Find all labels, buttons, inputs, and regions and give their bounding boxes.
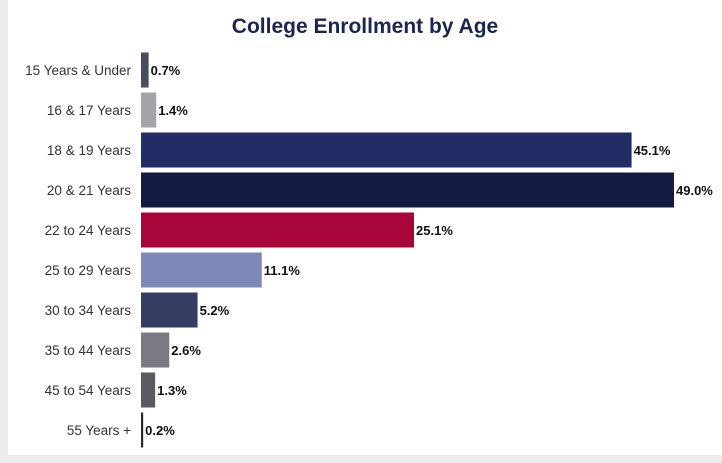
value-label: 45.1% <box>634 143 671 158</box>
category-label: 22 to 24 Years <box>45 223 132 238</box>
bar-8 <box>141 332 170 368</box>
bar-4 <box>141 172 674 208</box>
category-label: 25 to 29 Years <box>45 263 132 278</box>
category-label: 18 & 19 Years <box>47 143 131 158</box>
category-label: 35 to 44 Years <box>45 343 132 358</box>
value-label: 11.1% <box>264 263 301 278</box>
bar-5 <box>141 212 415 248</box>
value-label: 0.2% <box>145 423 175 438</box>
bar-6 <box>141 252 262 288</box>
value-label: 25.1% <box>416 223 453 238</box>
bars-group: 15 Years & Under 0.7% 16 & 17 Years 1.4% 18 … <box>25 52 713 448</box>
bar-2 <box>141 92 157 128</box>
category-label: 55 Years + <box>67 423 131 438</box>
value-label: 49.0% <box>676 183 713 198</box>
value-label: 1.3% <box>157 383 187 398</box>
category-label: 20 & 21 Years <box>47 183 131 198</box>
value-label: 5.2% <box>200 303 230 318</box>
bar-7 <box>141 292 198 328</box>
chart-title: College Enrollment by Age <box>231 15 499 38</box>
category-label: 15 Years & Under <box>25 63 131 78</box>
category-label: 30 to 34 Years <box>45 303 132 318</box>
category-label: 45 to 54 Years <box>45 383 132 398</box>
value-label: 2.6% <box>171 343 201 358</box>
bar-10 <box>141 412 144 448</box>
bar-9 <box>141 372 156 408</box>
bar-3 <box>141 132 632 168</box>
category-label: 16 & 17 Years <box>47 103 131 118</box>
bar-1 <box>141 52 149 88</box>
value-label: 1.4% <box>158 103 188 118</box>
value-label: 0.7% <box>151 63 181 78</box>
